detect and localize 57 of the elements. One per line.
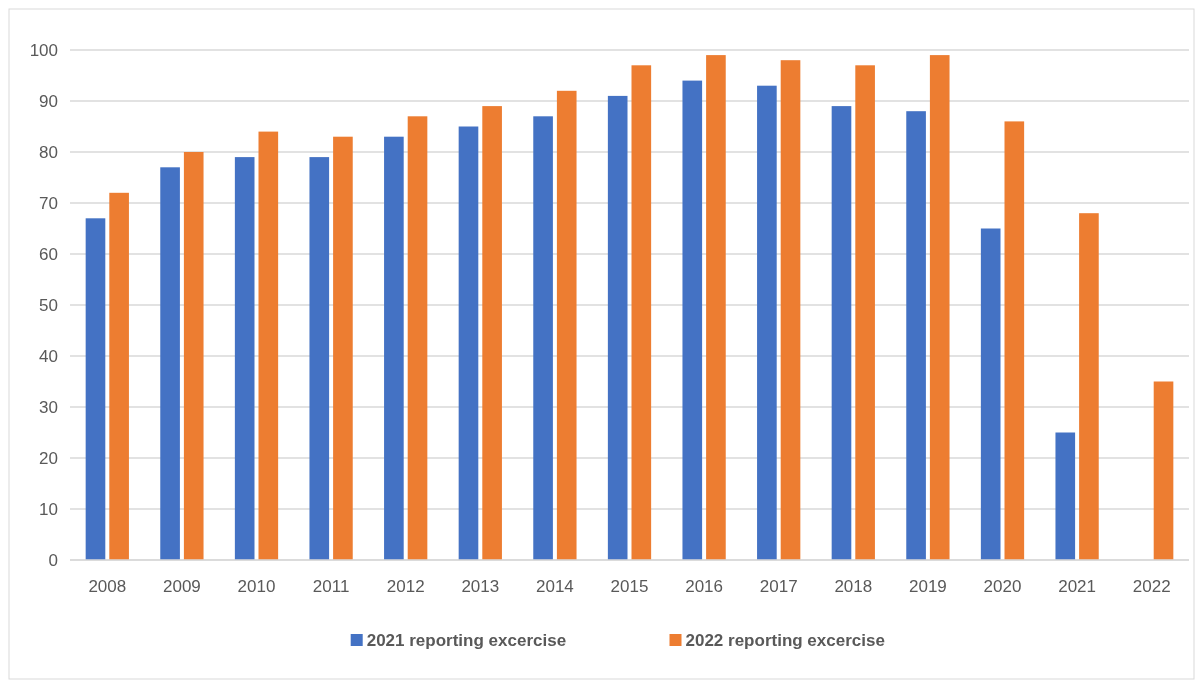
- bar: [533, 116, 553, 560]
- bar: [682, 80, 703, 560]
- y-tick-label: 60: [39, 244, 58, 264]
- bar: [1055, 432, 1076, 560]
- y-tick-label: 90: [39, 91, 58, 111]
- bar: [757, 85, 777, 560]
- bar: [234, 157, 255, 560]
- x-tick-label: 2014: [535, 577, 574, 596]
- y-tick-label: 70: [39, 193, 58, 213]
- bar: [384, 136, 404, 560]
- x-tick-label: 2009: [162, 577, 201, 596]
- legend-label: 2021 reporting excercise: [366, 630, 567, 650]
- x-tick-label: 2015: [610, 577, 649, 596]
- legend-label: 2022 reporting excercise: [685, 630, 885, 650]
- y-tick-label: 80: [39, 142, 58, 162]
- y-tick-label: 30: [39, 397, 58, 417]
- x-tick-label: 2013: [461, 577, 500, 596]
- bar: [333, 136, 353, 560]
- x-tick-label: 2017: [759, 577, 798, 596]
- bar: [607, 95, 628, 560]
- y-tick-label: 50: [39, 295, 58, 315]
- bar: [1004, 121, 1025, 560]
- y-tick-label: 20: [39, 448, 58, 468]
- y-tick-label: 40: [39, 346, 58, 366]
- x-tick-label: 2008: [88, 577, 127, 596]
- bar: [258, 131, 279, 560]
- bar: [706, 55, 726, 560]
- x-tick-label: 2012: [386, 577, 425, 596]
- bar: [855, 65, 875, 560]
- x-tick-label: 2020: [983, 577, 1022, 596]
- bar: [631, 65, 652, 560]
- bar: [556, 90, 577, 560]
- x-tick-label: 2010: [237, 577, 276, 596]
- bar: [831, 106, 852, 560]
- bar: [85, 218, 106, 560]
- x-tick-label: 2018: [834, 577, 873, 596]
- bar: [1153, 381, 1174, 560]
- bar: [183, 152, 204, 560]
- x-tick-label: 2016: [685, 577, 724, 596]
- bar: [309, 157, 330, 560]
- x-tick-label: 2011: [312, 577, 350, 596]
- bar: [980, 228, 1001, 560]
- bar: [906, 111, 926, 560]
- bar: [458, 126, 479, 560]
- bar: [109, 192, 129, 560]
- bar: [780, 60, 801, 560]
- bar: [1079, 213, 1099, 560]
- x-tick-label: 2021: [1058, 577, 1097, 596]
- bar: [482, 106, 502, 560]
- x-tick-label: 2019: [908, 577, 947, 596]
- y-tick-label: 10: [39, 499, 58, 519]
- y-tick-label: 0: [48, 550, 58, 570]
- x-tick-label: 2022: [1132, 577, 1171, 596]
- bar: [160, 167, 180, 560]
- y-tick-label: 100: [29, 40, 58, 60]
- bar: [407, 116, 428, 560]
- bar: [929, 55, 950, 560]
